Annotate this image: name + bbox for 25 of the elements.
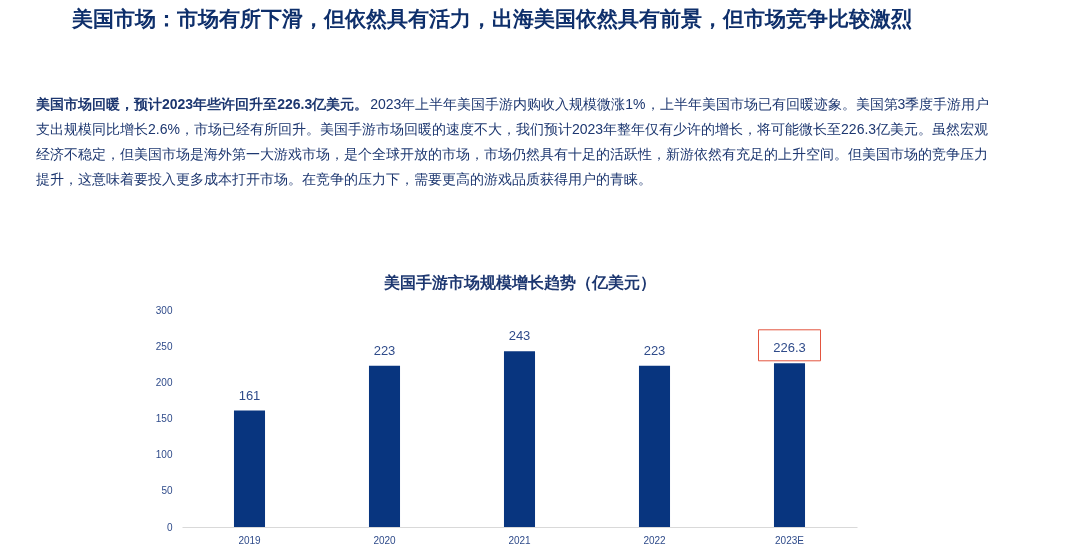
- y-tick-label: 200: [155, 376, 173, 388]
- bar: [638, 365, 671, 527]
- y-tick-label: 0: [166, 521, 173, 533]
- data-label: 223: [373, 342, 396, 358]
- data-label: 226.3: [773, 340, 806, 356]
- x-tick-label: 2022: [643, 534, 667, 546]
- data-label: 243: [508, 328, 531, 344]
- bar: [503, 351, 536, 527]
- y-tick-label: 50: [161, 485, 173, 497]
- x-tick-label: 2021: [508, 534, 532, 546]
- bar: [773, 363, 806, 527]
- x-tick-label: 2019: [238, 534, 262, 546]
- y-tick-label: 250: [155, 340, 173, 352]
- bar: [233, 410, 266, 527]
- chart-title: 美国手游市场规模增长趋势（亿美元）: [382, 273, 656, 292]
- x-tick-label: 2020: [373, 534, 397, 546]
- y-tick-label: 150: [155, 413, 173, 424]
- data-label: 223: [643, 342, 666, 358]
- x-tick-label: 2023E: [775, 534, 805, 546]
- y-tick-label: 300: [155, 304, 173, 316]
- bar: [368, 365, 401, 527]
- y-tick-label: 100: [155, 449, 173, 461]
- data-label: 161: [238, 387, 261, 403]
- text: 美国市场：市场有所下滑，但依然具有活力，出海美国依然具有前景，但市场竞争比较激烈: [71, 7, 912, 31]
- text: 美国市场回暖，预计2023年些许回升至226.3亿美元。: [35, 96, 369, 112]
